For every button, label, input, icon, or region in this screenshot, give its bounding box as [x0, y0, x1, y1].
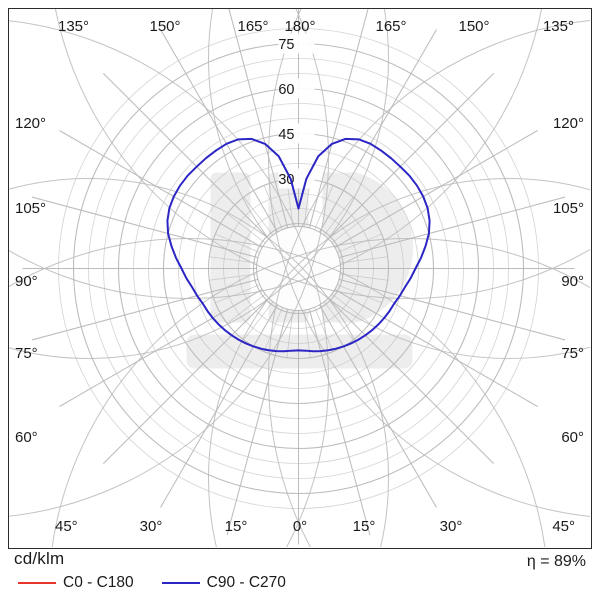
angular-axis-label: 135° [58, 18, 89, 35]
angular-axis-label: 120° [15, 115, 46, 132]
legend-swatch-c90-c270 [161, 582, 200, 584]
angular-axis-label: 60° [15, 429, 38, 446]
angular-axis-label: 15° [225, 518, 248, 535]
legend-swatch-c0-c180 [18, 582, 56, 584]
angular-axis-label: 105° [15, 200, 46, 217]
polar-plot-svg: 30 45 60 75 135° 150° 165° 180° 165° 150° 135° 45° 3… [9, 9, 590, 547]
radial-tick-label: 75 [278, 37, 294, 53]
angular-axis-label: 150° [458, 18, 489, 35]
angular-axis-label: 180° [284, 18, 315, 35]
angular-axis-label: 150° [149, 18, 180, 35]
legend-item-c0-c180: C0 - C180 [18, 574, 134, 592]
radial-tick-label: 60 [278, 82, 294, 98]
angular-axis-label: 165° [375, 18, 406, 35]
angular-axis-label: 90° [561, 273, 584, 290]
meridian-arcs [9, 9, 590, 547]
chart-footer: cd/klm C0 - C180 C90 - C270 η = 89% [0, 549, 600, 600]
angular-axis-label: 105° [553, 200, 584, 217]
unit-label: cd/klm [14, 549, 65, 568]
angular-axis-label: 60° [561, 429, 584, 446]
angular-axis-label: 90° [15, 273, 38, 290]
angular-axis-label: 75° [561, 345, 584, 362]
legend-label-c90-c270: C90 - C270 [206, 574, 286, 591]
angular-axis-label: 75° [15, 345, 38, 362]
radial-tick-label: 30 [278, 172, 294, 188]
angular-axis-label: 30° [440, 518, 463, 535]
radial-tick-label: 45 [278, 127, 294, 143]
legend: C0 - C180 C90 - C270 [18, 574, 314, 592]
polar-grid [22, 9, 575, 545]
angular-axis-label: 0° [293, 518, 307, 535]
radial-tick-labels: 30 45 60 75 [278, 33, 315, 189]
efficiency-label: η = 89% [526, 553, 586, 570]
angular-axis-label: 135° [543, 18, 574, 35]
plot-frame: 30 45 60 75 135° 150° 165° 180° 165° 150° 135° 45° 3… [8, 8, 592, 549]
angular-axis-label: 15° [353, 518, 376, 535]
angular-axis-label: 165° [237, 18, 268, 35]
angular-axis-label: 45° [552, 518, 575, 535]
angular-axis-label: 120° [553, 115, 584, 132]
legend-item-c90-c270: C90 - C270 [161, 574, 286, 592]
angular-axis-label: 30° [140, 518, 163, 535]
angular-axis-label: 45° [55, 518, 78, 535]
legend-label-c0-c180: C0 - C180 [63, 574, 134, 591]
series-curve-c90-c270 [166, 137, 431, 353]
